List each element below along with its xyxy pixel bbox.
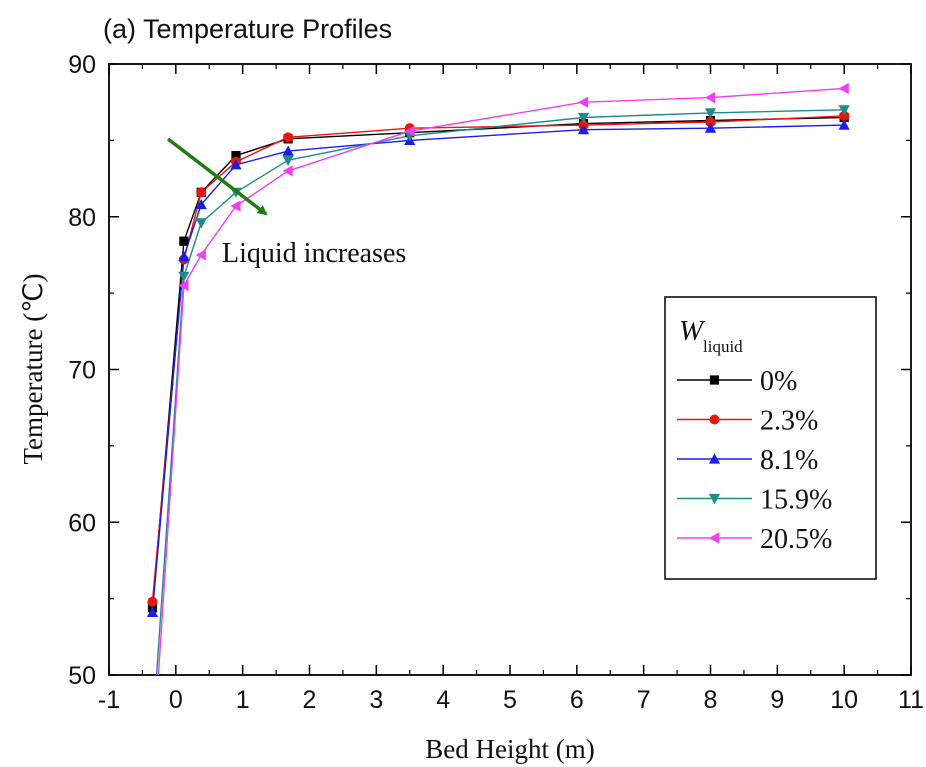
- x-tick-label: -1: [98, 686, 120, 714]
- data-point-15-9: [577, 112, 590, 124]
- chart-title: (a) Temperature Profiles: [103, 14, 392, 44]
- data-point-20-5: [195, 249, 206, 261]
- x-tick-labels: -1 0 1 2 3 4 5 6 7 8 9 10 11: [98, 686, 924, 714]
- data-point-0: [179, 236, 189, 246]
- trend-arrow: [166, 137, 268, 216]
- data-point-20-5: [404, 125, 415, 137]
- x-tick-label: 11: [898, 686, 924, 714]
- data-point-2-3: [839, 110, 850, 121]
- data-point-20-5: [838, 82, 849, 95]
- legend-title-subscript: liquid: [703, 337, 743, 356]
- legend: W liquid 0% 2.3% 8.1% 15.9% 20.5%: [664, 296, 877, 580]
- x-tick-label: 4: [436, 686, 450, 714]
- y-tick-labels: 50 60 70 80 90: [68, 51, 96, 690]
- x-tick-label: 9: [770, 686, 784, 714]
- data-point-2-3: [705, 117, 716, 128]
- data-point-20-5: [704, 92, 716, 104]
- x-tick-label: 2: [303, 686, 317, 714]
- y-axis-label: Temperature (℃): [18, 273, 48, 464]
- legend-box: [664, 296, 877, 580]
- legend-label-8-1: 8.1%: [760, 445, 818, 476]
- data-point-20-5: [282, 165, 293, 177]
- data-point-15-9: [147, 732, 158, 742]
- x-tick-label: 8: [704, 686, 718, 714]
- legend-marker-20-5: [708, 532, 720, 544]
- data-point-8-1: [282, 145, 294, 156]
- legend-label-20-5: 20.5%: [760, 524, 832, 555]
- legend-marker-8-1: [708, 453, 721, 464]
- series-markers: [146, 82, 850, 767]
- data-point-20-5: [577, 96, 589, 108]
- axis-ticks: [108, 63, 912, 676]
- annotation-liquid-increases: Liquid increases: [222, 238, 406, 269]
- data-point-15-9: [178, 271, 190, 282]
- data-point-8-1: [146, 606, 159, 617]
- data-point-15-9: [704, 108, 717, 119]
- y-tick-label: 80: [68, 204, 96, 232]
- data-point-20-5: [147, 761, 157, 767]
- x-tick-label: 0: [169, 686, 183, 714]
- legend-label-0: 0%: [760, 366, 797, 397]
- legend-label-2-3: 2.3%: [760, 406, 818, 437]
- y-tick-label: 50: [68, 662, 96, 690]
- data-point-8-1: [195, 198, 207, 210]
- legend-items: 0% 2.3% 8.1% 15.9% 20.5%: [677, 366, 832, 555]
- legend-marker-0: [709, 375, 720, 385]
- legend-marker-2-3: [709, 414, 720, 425]
- data-point-8-1: [230, 159, 242, 170]
- y-tick-label: 60: [68, 509, 96, 537]
- x-tick-label: 5: [503, 686, 517, 714]
- x-tick-label: 6: [570, 686, 584, 714]
- data-point-8-1: [704, 122, 717, 133]
- x-tick-label: 10: [830, 686, 858, 714]
- x-tick-label: 3: [369, 686, 383, 714]
- data-point-20-5: [230, 200, 241, 212]
- legend-label-15-9: 15.9%: [760, 485, 832, 516]
- y-tick-label: 90: [68, 51, 96, 79]
- data-point-8-1: [838, 119, 850, 130]
- data-point-0: [231, 151, 241, 161]
- y-tick-label: 70: [68, 357, 96, 385]
- legend-title: W: [679, 315, 706, 347]
- x-tick-label: 7: [637, 686, 651, 714]
- x-axis-label: Bed Height (m): [425, 734, 594, 764]
- data-point-2-3: [196, 187, 207, 198]
- data-point-15-9: [838, 105, 850, 116]
- data-point-15-9: [282, 155, 294, 166]
- x-tick-label: 1: [236, 686, 250, 714]
- data-point-2-3: [283, 132, 294, 143]
- data-point-20-5: [178, 279, 189, 292]
- data-point-8-1: [178, 250, 190, 262]
- data-point-15-9: [195, 218, 207, 229]
- data-point-2-3: [147, 596, 158, 607]
- legend-marker-15-9: [708, 493, 721, 505]
- data-point-8-1: [577, 124, 590, 135]
